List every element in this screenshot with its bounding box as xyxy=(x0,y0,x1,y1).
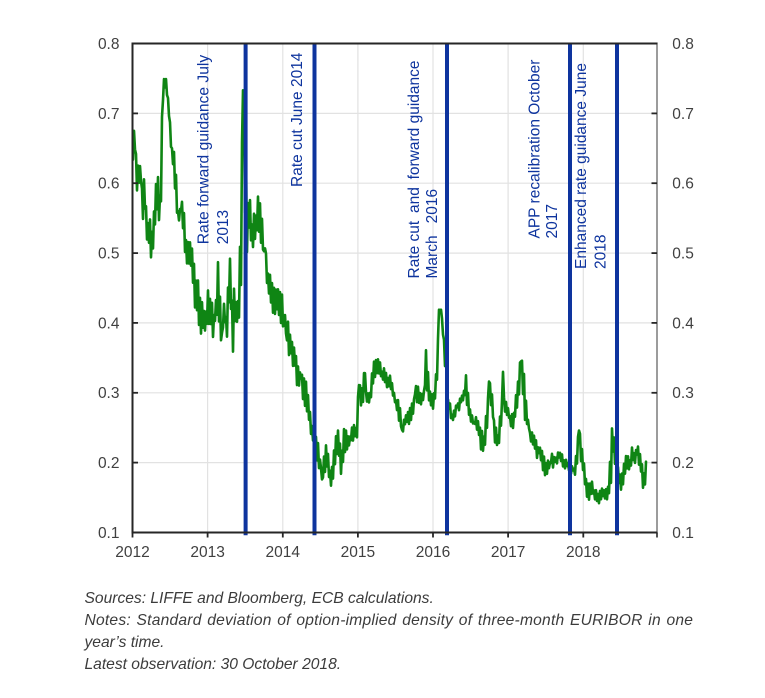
svg-text:0.1: 0.1 xyxy=(98,525,120,542)
svg-text:0.6: 0.6 xyxy=(98,176,120,193)
svg-text:0.1: 0.1 xyxy=(672,525,694,542)
svg-text:Rate forward guidance July: Rate forward guidance July xyxy=(195,55,212,245)
svg-text:0.7: 0.7 xyxy=(98,106,120,123)
svg-text:March 2016: March 2016 xyxy=(424,189,441,279)
svg-text:2012: 2012 xyxy=(115,544,149,561)
svg-text:0.5: 0.5 xyxy=(672,246,694,263)
svg-text:0.3: 0.3 xyxy=(672,385,694,402)
svg-text:0.5: 0.5 xyxy=(98,246,120,263)
svg-text:0.4: 0.4 xyxy=(672,315,694,332)
svg-text:0.7: 0.7 xyxy=(672,106,694,123)
svg-text:0.4: 0.4 xyxy=(98,315,120,332)
svg-text:2017: 2017 xyxy=(544,204,561,238)
svg-text:0.6: 0.6 xyxy=(672,176,694,193)
svg-text:2016: 2016 xyxy=(416,544,450,561)
svg-text:2018: 2018 xyxy=(566,544,600,561)
svg-text:0.2: 0.2 xyxy=(672,455,694,472)
svg-text:2013: 2013 xyxy=(190,544,224,561)
svg-text:0.8: 0.8 xyxy=(98,36,120,53)
svg-text:Enhanced rate guidance June: Enhanced rate guidance June xyxy=(573,63,590,269)
svg-text:Rate cut June 2014: Rate cut June 2014 xyxy=(289,52,306,187)
svg-text:2018: 2018 xyxy=(593,235,610,269)
svg-text:0.8: 0.8 xyxy=(672,36,694,53)
svg-text:2017: 2017 xyxy=(491,544,525,561)
svg-text:Rate cut and forward guidance: Rate cut and forward guidance xyxy=(406,61,423,279)
svg-text:2015: 2015 xyxy=(341,544,375,561)
svg-text:APP recalibration October: APP recalibration October xyxy=(527,60,544,239)
svg-text:0.2: 0.2 xyxy=(98,455,120,472)
svg-text:2014: 2014 xyxy=(266,544,301,561)
svg-text:2013: 2013 xyxy=(215,210,232,244)
svg-text:0.3: 0.3 xyxy=(98,385,120,402)
